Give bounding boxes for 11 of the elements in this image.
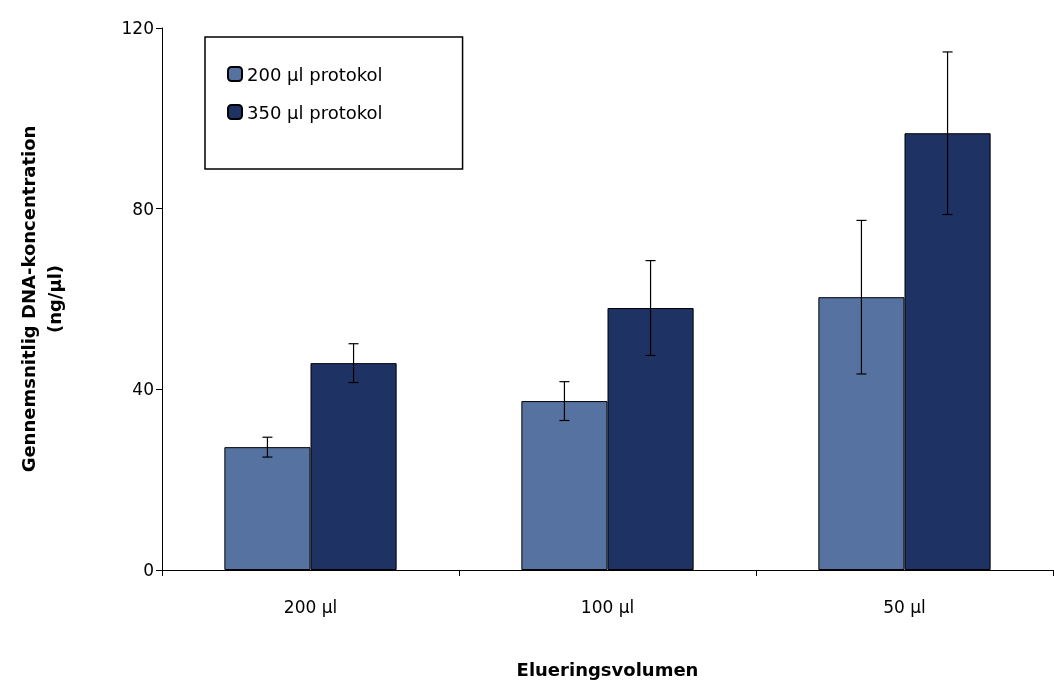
x-tick-label: 100 µl <box>580 596 635 617</box>
x-tick-label: 200 µl <box>283 596 338 617</box>
x-tick-label: 50 µl <box>883 596 926 617</box>
y-tick-label: 0 <box>143 560 154 580</box>
y-tick-label: 80 <box>132 198 154 219</box>
x-axis-title: Elueringsvolumen <box>516 658 699 680</box>
y-axis-title: Gennemsnitlig DNA-koncentration (ng/µl) <box>17 125 65 473</box>
y-tick-label: 120 <box>121 18 154 38</box>
y-tick-label: 40 <box>132 379 154 400</box>
legend-label: 200 µl protokol <box>247 63 383 85</box>
legend-label: 350 µl protokol <box>247 101 383 123</box>
